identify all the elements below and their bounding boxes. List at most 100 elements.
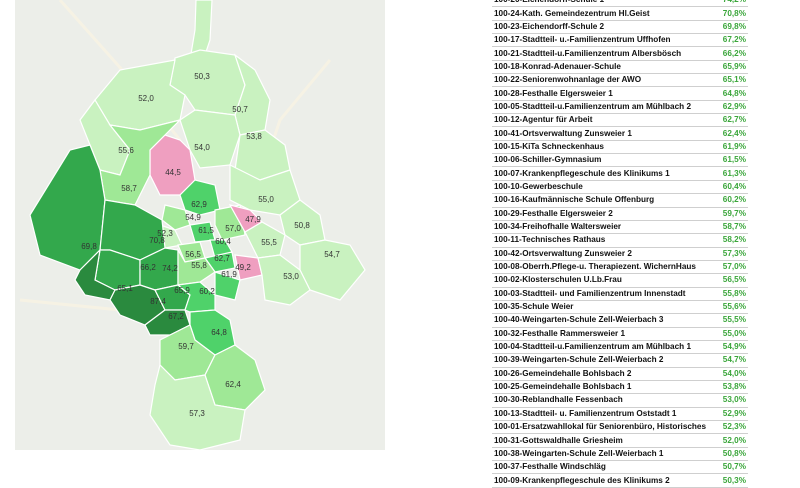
- district-value-label: 50,7: [232, 105, 248, 114]
- district-540: [179, 109, 241, 169]
- district-value-label: 65,9: [174, 286, 190, 295]
- table-row: 100-23-Eichendorff-Schule 2 69,8%: [492, 20, 748, 35]
- turnout-value: 57,3%: [708, 247, 748, 261]
- turnout-value: 70,8%: [708, 6, 748, 21]
- turnout-value: 62,9%: [708, 100, 748, 115]
- district-value-label: 54,0: [194, 143, 210, 152]
- table-row: 100-05-Stadtteil-u.Familienzentrum am Mü…: [492, 100, 748, 115]
- turnout-value: 56,5%: [708, 273, 748, 288]
- polling-station-name: 100-35-Schule Weier: [492, 300, 708, 315]
- turnout-value: 60,4%: [708, 180, 748, 195]
- table-row: 100-26-Gemeindehalle Bohlsbach 2 54,0%: [492, 367, 748, 381]
- turnout-value: 61,3%: [708, 166, 748, 181]
- table-row: 100-21-Stadtteil-u.Familienzentrum Alber…: [492, 46, 748, 61]
- results-table: 100-20-Eichendorff-Schule 174,2%100-24-K…: [492, 0, 748, 488]
- district-value-label: 67,2: [168, 312, 184, 321]
- table-row: 100-37-Festhalle Windschläg 50,7%: [492, 460, 748, 475]
- table-row: 100-16-Kaufmännische Schule Offenburg 60,…: [492, 193, 748, 208]
- table-row: 100-35-Schule Weier 55,6%: [492, 300, 748, 315]
- polling-station-name: 100-34-Freihofhalle Waltersweier: [492, 220, 708, 235]
- table-row: 100-42-Ortsverwaltung Zunsweier 2 57,3%: [492, 247, 748, 261]
- turnout-value: 58,7%: [708, 220, 748, 235]
- district-value-label: 87,4: [150, 297, 166, 306]
- district-value-label: 55,6: [118, 146, 134, 155]
- table-row: 100-28-Festhalle Elgersweier 1 64,8%: [492, 86, 748, 101]
- table-row: 100-40-Weingarten-Schule Zell-Weierbach …: [492, 313, 748, 328]
- table-row: 100-29-Festhalle Elgersweier 2 59,7%: [492, 207, 748, 221]
- polling-station-name: 100-23-Eichendorff-Schule 2: [492, 20, 708, 35]
- polling-station-name: 100-20-Eichendorff-Schule 1: [492, 0, 708, 8]
- turnout-value: 67,2%: [708, 33, 748, 48]
- polling-station-name: 100-06-Schiller-Gymnasium: [492, 153, 708, 168]
- polling-station-name: 100-37-Festhalle Windschläg: [492, 460, 708, 475]
- turnout-value: 66,2%: [708, 46, 748, 61]
- turnout-value: 52,9%: [708, 407, 748, 422]
- district-587: [99, 118, 182, 206]
- results-table-body: 100-20-Eichendorff-Schule 174,2%100-24-K…: [492, 0, 748, 488]
- table-row: 100-04-Stadtteil-u.Familienzentrum am Mü…: [492, 340, 748, 355]
- table-row: 100-08-Oberrh.Pflege-u. Therapiezent. Wi…: [492, 260, 748, 275]
- district-value-label: 55,0: [258, 195, 274, 204]
- table-row: 100-34-Freihofhalle Waltersweier 58,7%: [492, 220, 748, 235]
- polling-station-name: 100-15-KiTa Schneckenhaus: [492, 140, 708, 155]
- table-row: 100-22-Seniorenwohnanlage der AWO 65,1%: [492, 73, 748, 88]
- polling-station-name: 100-11-Technisches Rathaus: [492, 233, 708, 248]
- turnout-value: 50,3%: [708, 473, 748, 488]
- table-row: 100-25-Gemeindehalle Bohlsbach 1 53,8%: [492, 380, 748, 395]
- polling-station-name: 100-05-Stadtteil-u.Familienzentrum am Mü…: [492, 100, 708, 115]
- district-value-label: 70,8: [149, 236, 165, 245]
- table-row: 100-17-Stadtteil- u.-Familienzentrum Uff…: [492, 33, 748, 48]
- polling-station-name: 100-13-Stadtteil- u. Familienzentrum Ost…: [492, 407, 708, 422]
- district-value-label: 57,0: [225, 224, 241, 233]
- district-549: [161, 204, 191, 231]
- polling-station-name: 100-03-Stadtteil- und Familienzentrum In…: [492, 287, 708, 301]
- turnout-value: 74,2%: [708, 0, 748, 8]
- polling-station-name: 100-25-Gemeindehalle Bohlsbach 1: [492, 380, 708, 395]
- turnout-value: 65,1%: [708, 73, 748, 88]
- table-row: 100-03-Stadtteil- und Familienzentrum In…: [492, 287, 748, 301]
- district-value-label: 66,2: [140, 263, 156, 272]
- table-row: 100-01-Ersatzwahllokal für Seniorenbüro,…: [492, 420, 748, 435]
- polling-station-name: 100-42-Ortsverwaltung Zunsweier 2: [492, 247, 708, 261]
- table-row: 100-38-Weingarten-Schule Zell-Weierbach …: [492, 447, 748, 462]
- polling-station-name: 100-04-Stadtteil-u.Familienzentrum am Mü…: [492, 340, 708, 355]
- table-row: 100-10-Gewerbeschule 60,4%: [492, 180, 748, 195]
- district-value-label: 47,9: [245, 215, 261, 224]
- district-value-label: 69,8: [81, 242, 97, 251]
- polling-station-name: 100-26-Gemeindehalle Bohlsbach 2: [492, 367, 708, 381]
- turnout-value: 62,4%: [708, 126, 748, 141]
- turnout-value: 55,5%: [708, 313, 748, 328]
- polling-station-name: 100-12-Agentur für Arbeit: [492, 113, 708, 128]
- turnout-value: 54,7%: [708, 353, 748, 368]
- polling-station-name: 100-10-Gewerbeschule: [492, 180, 708, 195]
- polling-station-name: 100-22-Seniorenwohnanlage der AWO: [492, 73, 708, 88]
- polling-station-name: 100-40-Weingarten-Schule Zell-Weierbach …: [492, 313, 708, 328]
- district-573: [149, 363, 246, 450]
- turnout-value: 64,8%: [708, 86, 748, 101]
- district-value-label: 54,7: [324, 250, 340, 259]
- district-value-label: 54,9: [185, 213, 201, 222]
- map-panel: 50,3 52,0 50,7 55,6 54,0 53,8 44,5 58,7 69,8 55,0…: [0, 0, 400, 450]
- district-value-label: 56,5: [185, 250, 201, 259]
- district-value-label: 64,8: [211, 328, 227, 337]
- turnout-value: 52,3%: [708, 420, 748, 435]
- turnout-value: 55,8%: [708, 287, 748, 301]
- district-value-label: 62,7: [214, 254, 230, 263]
- district-value-label: 50,3: [194, 72, 210, 81]
- turnout-value: 59,7%: [708, 207, 748, 221]
- polling-station-name: 100-39-Weingarten-Schule Zell-Weierbach …: [492, 353, 708, 368]
- district-map: 50,3 52,0 50,7 55,6 54,0 53,8 44,5 58,7 69,8 55,0…: [15, 0, 385, 450]
- turnout-value: 69,8%: [708, 20, 748, 35]
- table-row: 100-18-Konrad-Adenauer-Schule 65,9%: [492, 60, 748, 75]
- district-value-label: 61,5: [198, 226, 214, 235]
- table-row: 100-07-Krankenpflegeschule des Klinikums…: [492, 166, 748, 181]
- polling-station-name: 100-07-Krankenpflegeschule des Klinikums…: [492, 166, 708, 181]
- table-row: 100-15-KiTa Schneckenhaus 61,9%: [492, 140, 748, 155]
- turnout-value: 50,7%: [708, 460, 748, 475]
- map-labels: 50,3 52,0 50,7 55,6 54,0 53,8 44,5 58,7 69,8 55,0…: [81, 72, 340, 418]
- district-value-label: 50,8: [294, 221, 310, 230]
- turnout-value: 55,0%: [708, 327, 748, 341]
- polling-station-name: 100-30-Reblandhalle Fessenbach: [492, 393, 708, 408]
- table-row: 100-06-Schiller-Gymnasium 61,5%: [492, 153, 748, 168]
- turnout-value: 60,2%: [708, 193, 748, 208]
